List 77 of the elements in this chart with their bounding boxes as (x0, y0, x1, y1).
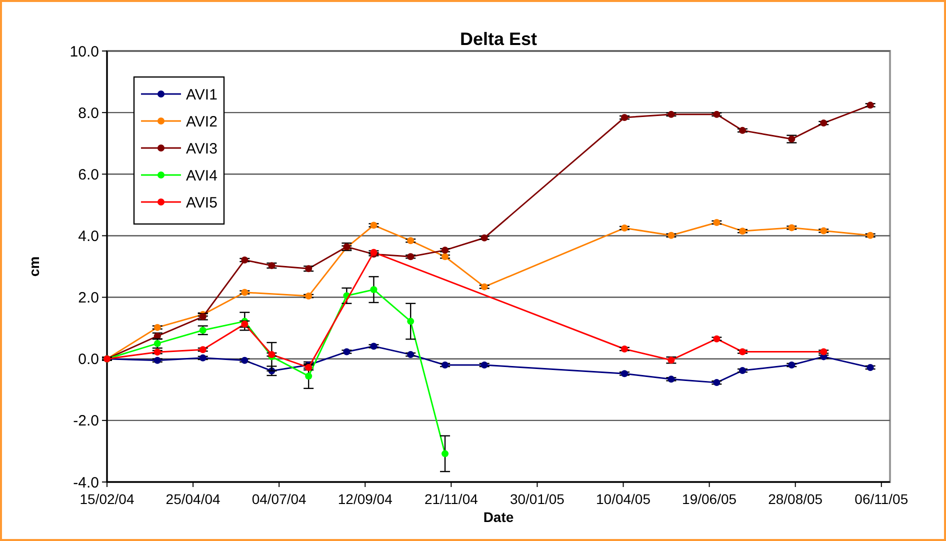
point (738, 367, 746, 374)
x-tick-label: 04/07/04 (252, 491, 307, 507)
y-tick-label: 6.0 (78, 166, 99, 184)
legend-label: AVI5 (186, 194, 218, 212)
point (820, 348, 828, 356)
point (866, 102, 874, 109)
point (738, 348, 746, 356)
y-tick-label: 0.0 (78, 351, 99, 368)
point (480, 283, 488, 290)
point (738, 228, 746, 235)
x-tick-label: 21/11/04 (424, 491, 478, 507)
x-tick-label: 19/06/05 (682, 491, 737, 507)
point (866, 364, 874, 371)
y-tick-label: 8.0 (78, 104, 99, 122)
x-tick-label: 28/08/05 (768, 491, 823, 507)
point (305, 372, 312, 380)
point (370, 286, 378, 294)
x-axis-title: Date (483, 509, 514, 525)
y-tick-label: -2.0 (73, 412, 99, 430)
point (199, 346, 206, 354)
point (713, 110, 720, 118)
point (713, 379, 720, 386)
point (407, 318, 414, 325)
point (620, 370, 628, 378)
x-tick-label: 10/04/05 (596, 491, 651, 507)
y-tick-label: -4.0 (73, 474, 99, 492)
point (713, 335, 720, 342)
point (199, 354, 206, 362)
point (480, 234, 488, 242)
x-tick-label: 12/09/04 (338, 491, 393, 507)
point (305, 292, 312, 300)
point (788, 136, 796, 143)
point (442, 362, 449, 369)
y-tick-label: 10.0 (70, 43, 99, 60)
point (370, 342, 378, 350)
point (241, 288, 248, 296)
point (788, 224, 796, 232)
point (620, 346, 628, 353)
point (154, 356, 161, 364)
point (343, 348, 350, 356)
point (668, 110, 675, 118)
point (305, 265, 312, 272)
y-axis-title: cm (26, 256, 42, 277)
point (154, 324, 161, 331)
x-tick-label: 30/01/05 (510, 491, 565, 507)
point (241, 356, 248, 364)
legend-label: AVI1 (186, 86, 218, 104)
point (788, 362, 796, 369)
point (820, 120, 828, 127)
point (268, 262, 276, 270)
point (407, 237, 414, 244)
point (620, 114, 628, 121)
point (668, 356, 675, 364)
y-tick-label: 2.0 (78, 290, 99, 307)
point (866, 232, 874, 239)
point (668, 376, 675, 383)
y-tick-label: 4.0 (78, 228, 99, 245)
legend-label: AVI3 (186, 140, 218, 158)
x-tick-label: 25/04/04 (166, 491, 221, 507)
point (241, 256, 248, 264)
point (820, 227, 828, 234)
chart-title: Delta Est (460, 29, 538, 49)
legend-label: AVI4 (186, 167, 218, 184)
point (407, 253, 414, 260)
x-tick-label: 15/02/04 (80, 491, 134, 507)
point (620, 224, 628, 232)
point (370, 222, 378, 229)
point (668, 232, 675, 239)
point (154, 348, 161, 356)
point (241, 320, 248, 328)
point (738, 126, 746, 134)
point (407, 351, 414, 358)
point (480, 362, 488, 369)
legend-label: AVI2 (186, 113, 218, 130)
point (442, 450, 449, 458)
x-tick-label: 06/11/05 (854, 491, 908, 507)
point (713, 218, 720, 226)
